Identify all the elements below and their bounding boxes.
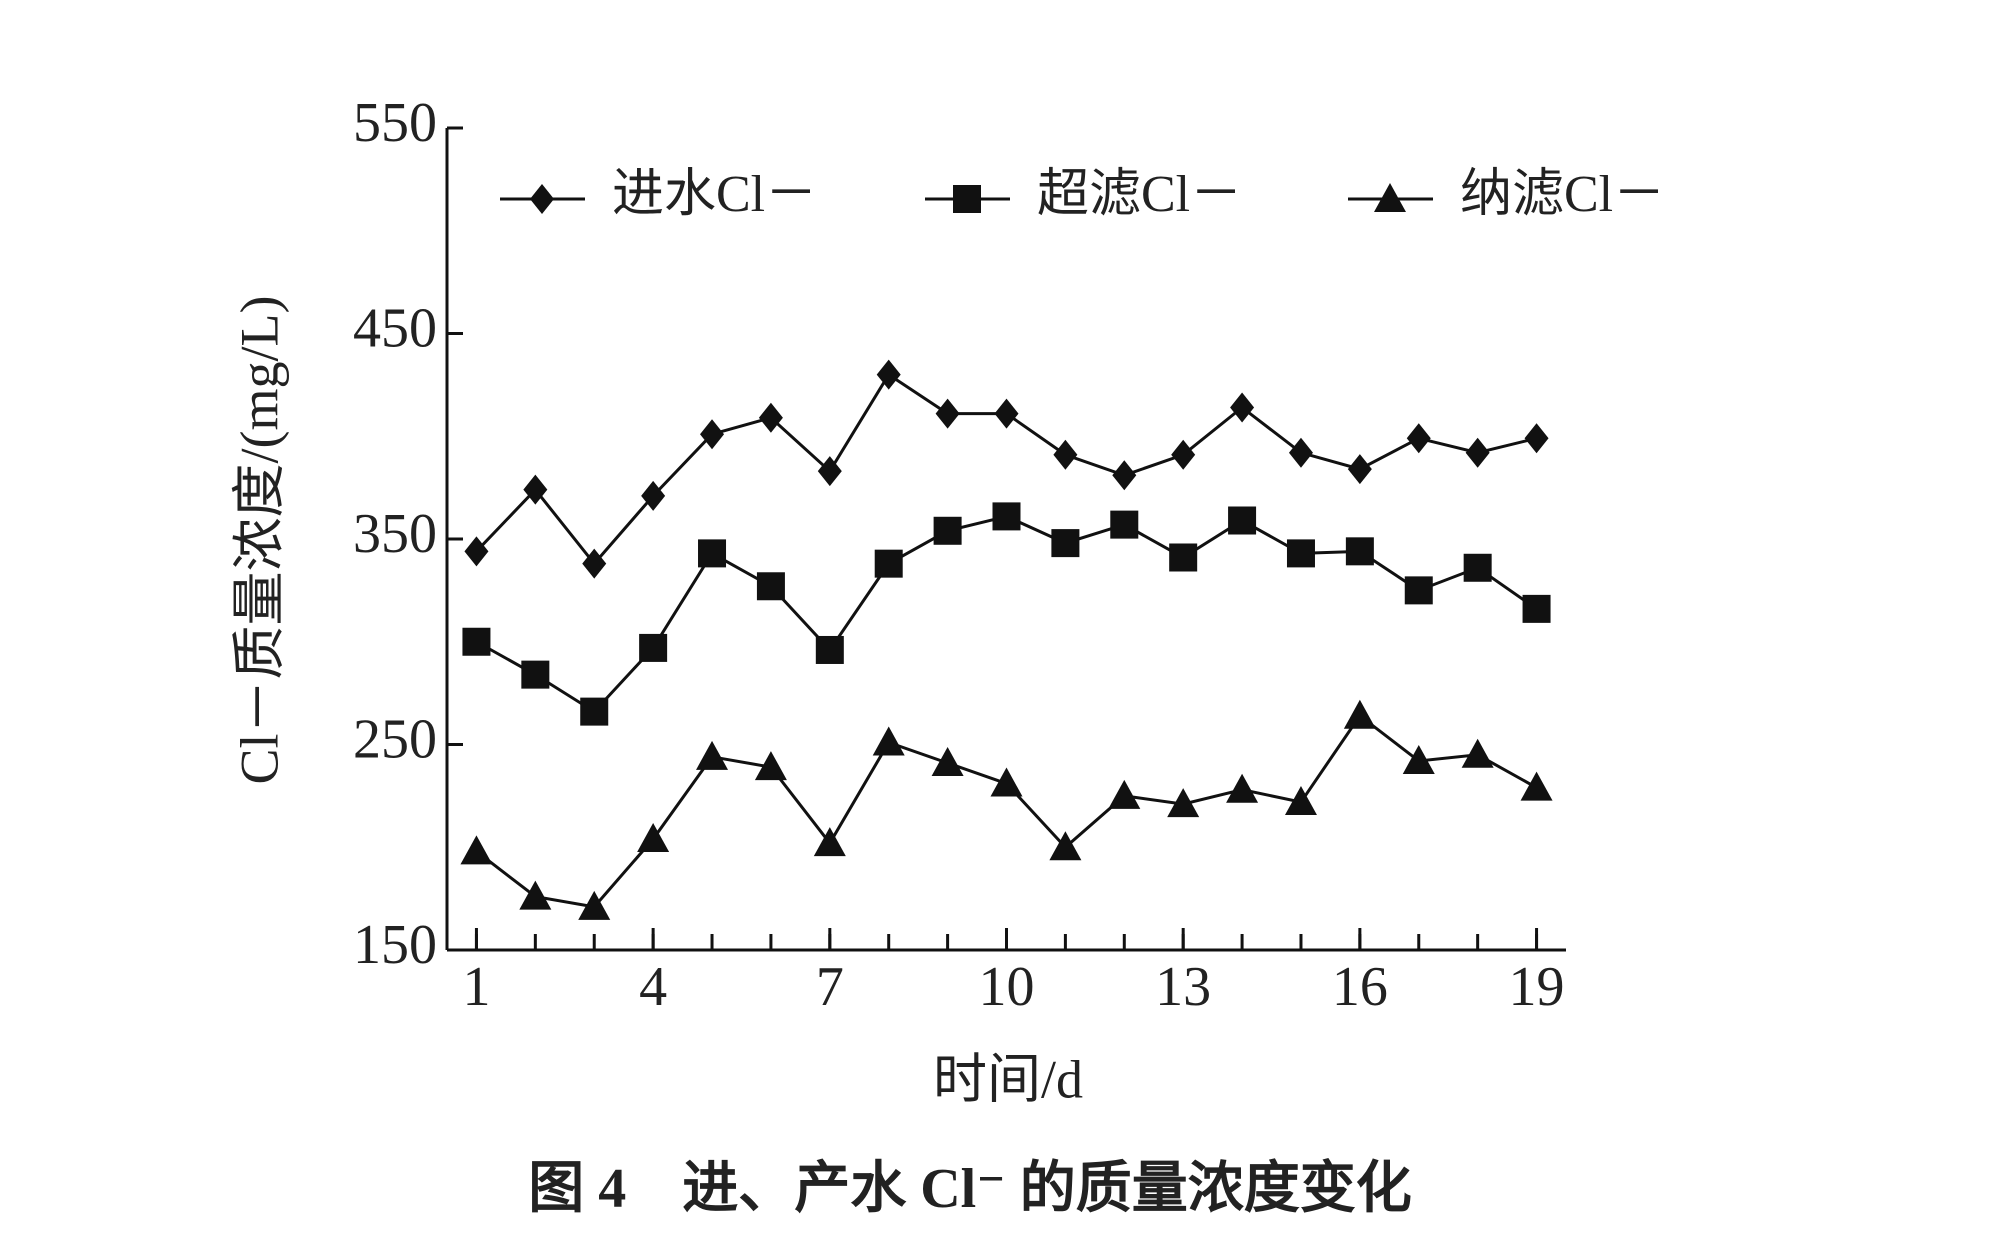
series-line — [475, 713, 1538, 909]
data-point — [992, 502, 1021, 531]
data-point — [876, 359, 901, 390]
data-point — [1520, 771, 1553, 801]
data-point — [1049, 831, 1082, 861]
data-point — [1406, 423, 1431, 454]
data-point — [1461, 738, 1494, 768]
y-tick-label: 250 — [353, 708, 437, 770]
data-point — [1286, 539, 1315, 568]
data-point — [1169, 543, 1198, 572]
data-point — [464, 536, 489, 567]
data-point — [641, 480, 666, 511]
series-line — [475, 514, 1538, 714]
data-point — [700, 419, 725, 450]
data-point — [637, 823, 670, 853]
x-tick-label: 7 — [816, 956, 844, 1018]
data-point — [462, 627, 491, 656]
data-point — [639, 633, 668, 662]
caption: 图 4 进、产水 Cl⁻ 的质量浓度变化 — [528, 1158, 1412, 1220]
data-point — [1171, 439, 1196, 470]
data-point — [758, 402, 783, 433]
data-point — [580, 697, 609, 726]
data-point — [460, 835, 493, 865]
data-point — [933, 516, 962, 545]
data-point — [523, 474, 548, 505]
data-point — [990, 767, 1023, 797]
data-point — [813, 827, 846, 857]
x-axis-label: 时间/d — [933, 1049, 1083, 1109]
data-point — [1167, 788, 1200, 818]
data-point — [1288, 437, 1313, 468]
data-point — [931, 746, 964, 776]
data-point — [519, 880, 552, 910]
data-point — [1404, 576, 1433, 605]
data-point — [1343, 699, 1376, 729]
data-point — [1465, 437, 1490, 468]
data-point — [756, 572, 785, 601]
data-point — [754, 751, 787, 781]
data-point — [1524, 423, 1549, 454]
x-tick-label: 16 — [1332, 956, 1388, 1018]
y-axis-label: Cl－质量浓度/(mg/L) — [229, 296, 289, 785]
data-point — [815, 635, 844, 664]
data-point — [1402, 744, 1435, 774]
data-point — [1051, 529, 1080, 558]
data-point — [817, 456, 842, 487]
data-point — [1108, 779, 1141, 809]
data-point — [935, 398, 960, 429]
data-point — [1110, 510, 1139, 539]
data-point — [872, 726, 905, 756]
y-tick-label: 150 — [353, 914, 437, 976]
x-tick-label: 19 — [1509, 956, 1565, 1018]
y-tick-label: 350 — [353, 503, 437, 565]
data-point — [696, 740, 729, 770]
y-tick-label: 550 — [353, 92, 437, 154]
data-point — [1522, 594, 1551, 623]
legend-label: 纳滤Cl－ — [1460, 166, 1665, 223]
legend-label: 进水Cl－ — [612, 166, 817, 223]
y-tick-label: 450 — [353, 297, 437, 359]
x-tick-label: 10 — [979, 956, 1035, 1018]
data-point — [1053, 439, 1078, 470]
legend-marker — [953, 185, 981, 213]
data-point — [1228, 506, 1257, 535]
data-point — [1112, 460, 1137, 491]
data-point — [1463, 553, 1492, 582]
data-point — [521, 660, 550, 689]
data-point — [1230, 392, 1255, 423]
data-point — [698, 539, 727, 568]
data-point — [994, 398, 1019, 429]
data-point — [1226, 773, 1259, 803]
x-tick-label: 4 — [639, 956, 667, 1018]
legend-marker — [1374, 183, 1406, 212]
data-point — [1345, 537, 1374, 566]
data-point — [1347, 454, 1372, 485]
data-point — [582, 548, 607, 579]
data-point — [578, 890, 611, 920]
x-tick-label: 13 — [1155, 956, 1211, 1018]
x-tick-label: 1 — [462, 956, 490, 1018]
data-point — [874, 549, 903, 578]
data-point — [1284, 786, 1317, 816]
legend-marker — [530, 184, 554, 214]
legend-label: 超滤Cl－ — [1037, 166, 1242, 223]
